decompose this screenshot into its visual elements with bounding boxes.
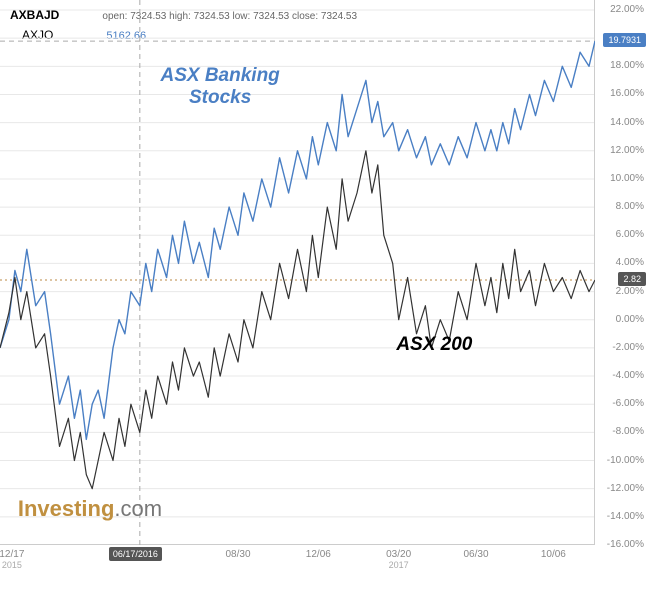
y-tick-label: -2.00% — [612, 342, 644, 353]
y-tick-label: 4.00% — [616, 257, 644, 268]
value-badge: 2.82 — [618, 272, 646, 286]
plot-svg — [0, 0, 595, 545]
y-axis: 22.00%20.00%18.00%16.00%14.00%12.00%10.0… — [595, 0, 650, 545]
y-tick-label: 6.00% — [616, 229, 644, 240]
chart-annotation: ASX BankingStocks — [160, 65, 279, 109]
x-tick-label: 03/202017 — [386, 549, 411, 570]
series-line — [0, 41, 595, 439]
y-tick-label: -14.00% — [607, 511, 644, 522]
chart-container: AXBAJD open: 7324.53 high: 7324.53 low: … — [0, 0, 650, 601]
x-tick-label: 08/30 — [225, 549, 250, 560]
y-tick-label: -10.00% — [607, 455, 644, 466]
y-tick-label: -16.00% — [607, 539, 644, 550]
plot-area — [0, 0, 595, 545]
y-tick-label: 12.00% — [610, 145, 644, 156]
x-axis: 12/172015 08/30 12/06 03/202017 06/30 10/06 06… — [0, 545, 595, 601]
y-tick-label: 2.00% — [616, 286, 644, 297]
y-tick-label: 14.00% — [610, 117, 644, 128]
y-tick-label: 22.00% — [610, 4, 644, 15]
x-tick-label: 10/06 — [541, 549, 566, 560]
x-tick-label: 12/172015 — [0, 549, 24, 570]
y-tick-label: 8.00% — [616, 201, 644, 212]
y-tick-label: -6.00% — [612, 398, 644, 409]
chart-annotation: ASX 200 — [396, 334, 472, 356]
value-badge: 19.7931 — [603, 33, 646, 47]
y-tick-label: 16.00% — [610, 88, 644, 99]
y-tick-label: 0.00% — [616, 314, 644, 325]
y-tick-label: 10.00% — [610, 173, 644, 184]
y-tick-label: -4.00% — [612, 370, 644, 381]
y-tick-label: -12.00% — [607, 483, 644, 494]
watermark-logo: Investing.com — [18, 496, 162, 522]
x-tick-label: 06/30 — [463, 549, 488, 560]
y-tick-label: -8.00% — [612, 426, 644, 437]
date-callout: 06/17/2016 — [109, 547, 162, 561]
y-tick-label: 18.00% — [610, 60, 644, 71]
x-tick-label: 12/06 — [306, 549, 331, 560]
